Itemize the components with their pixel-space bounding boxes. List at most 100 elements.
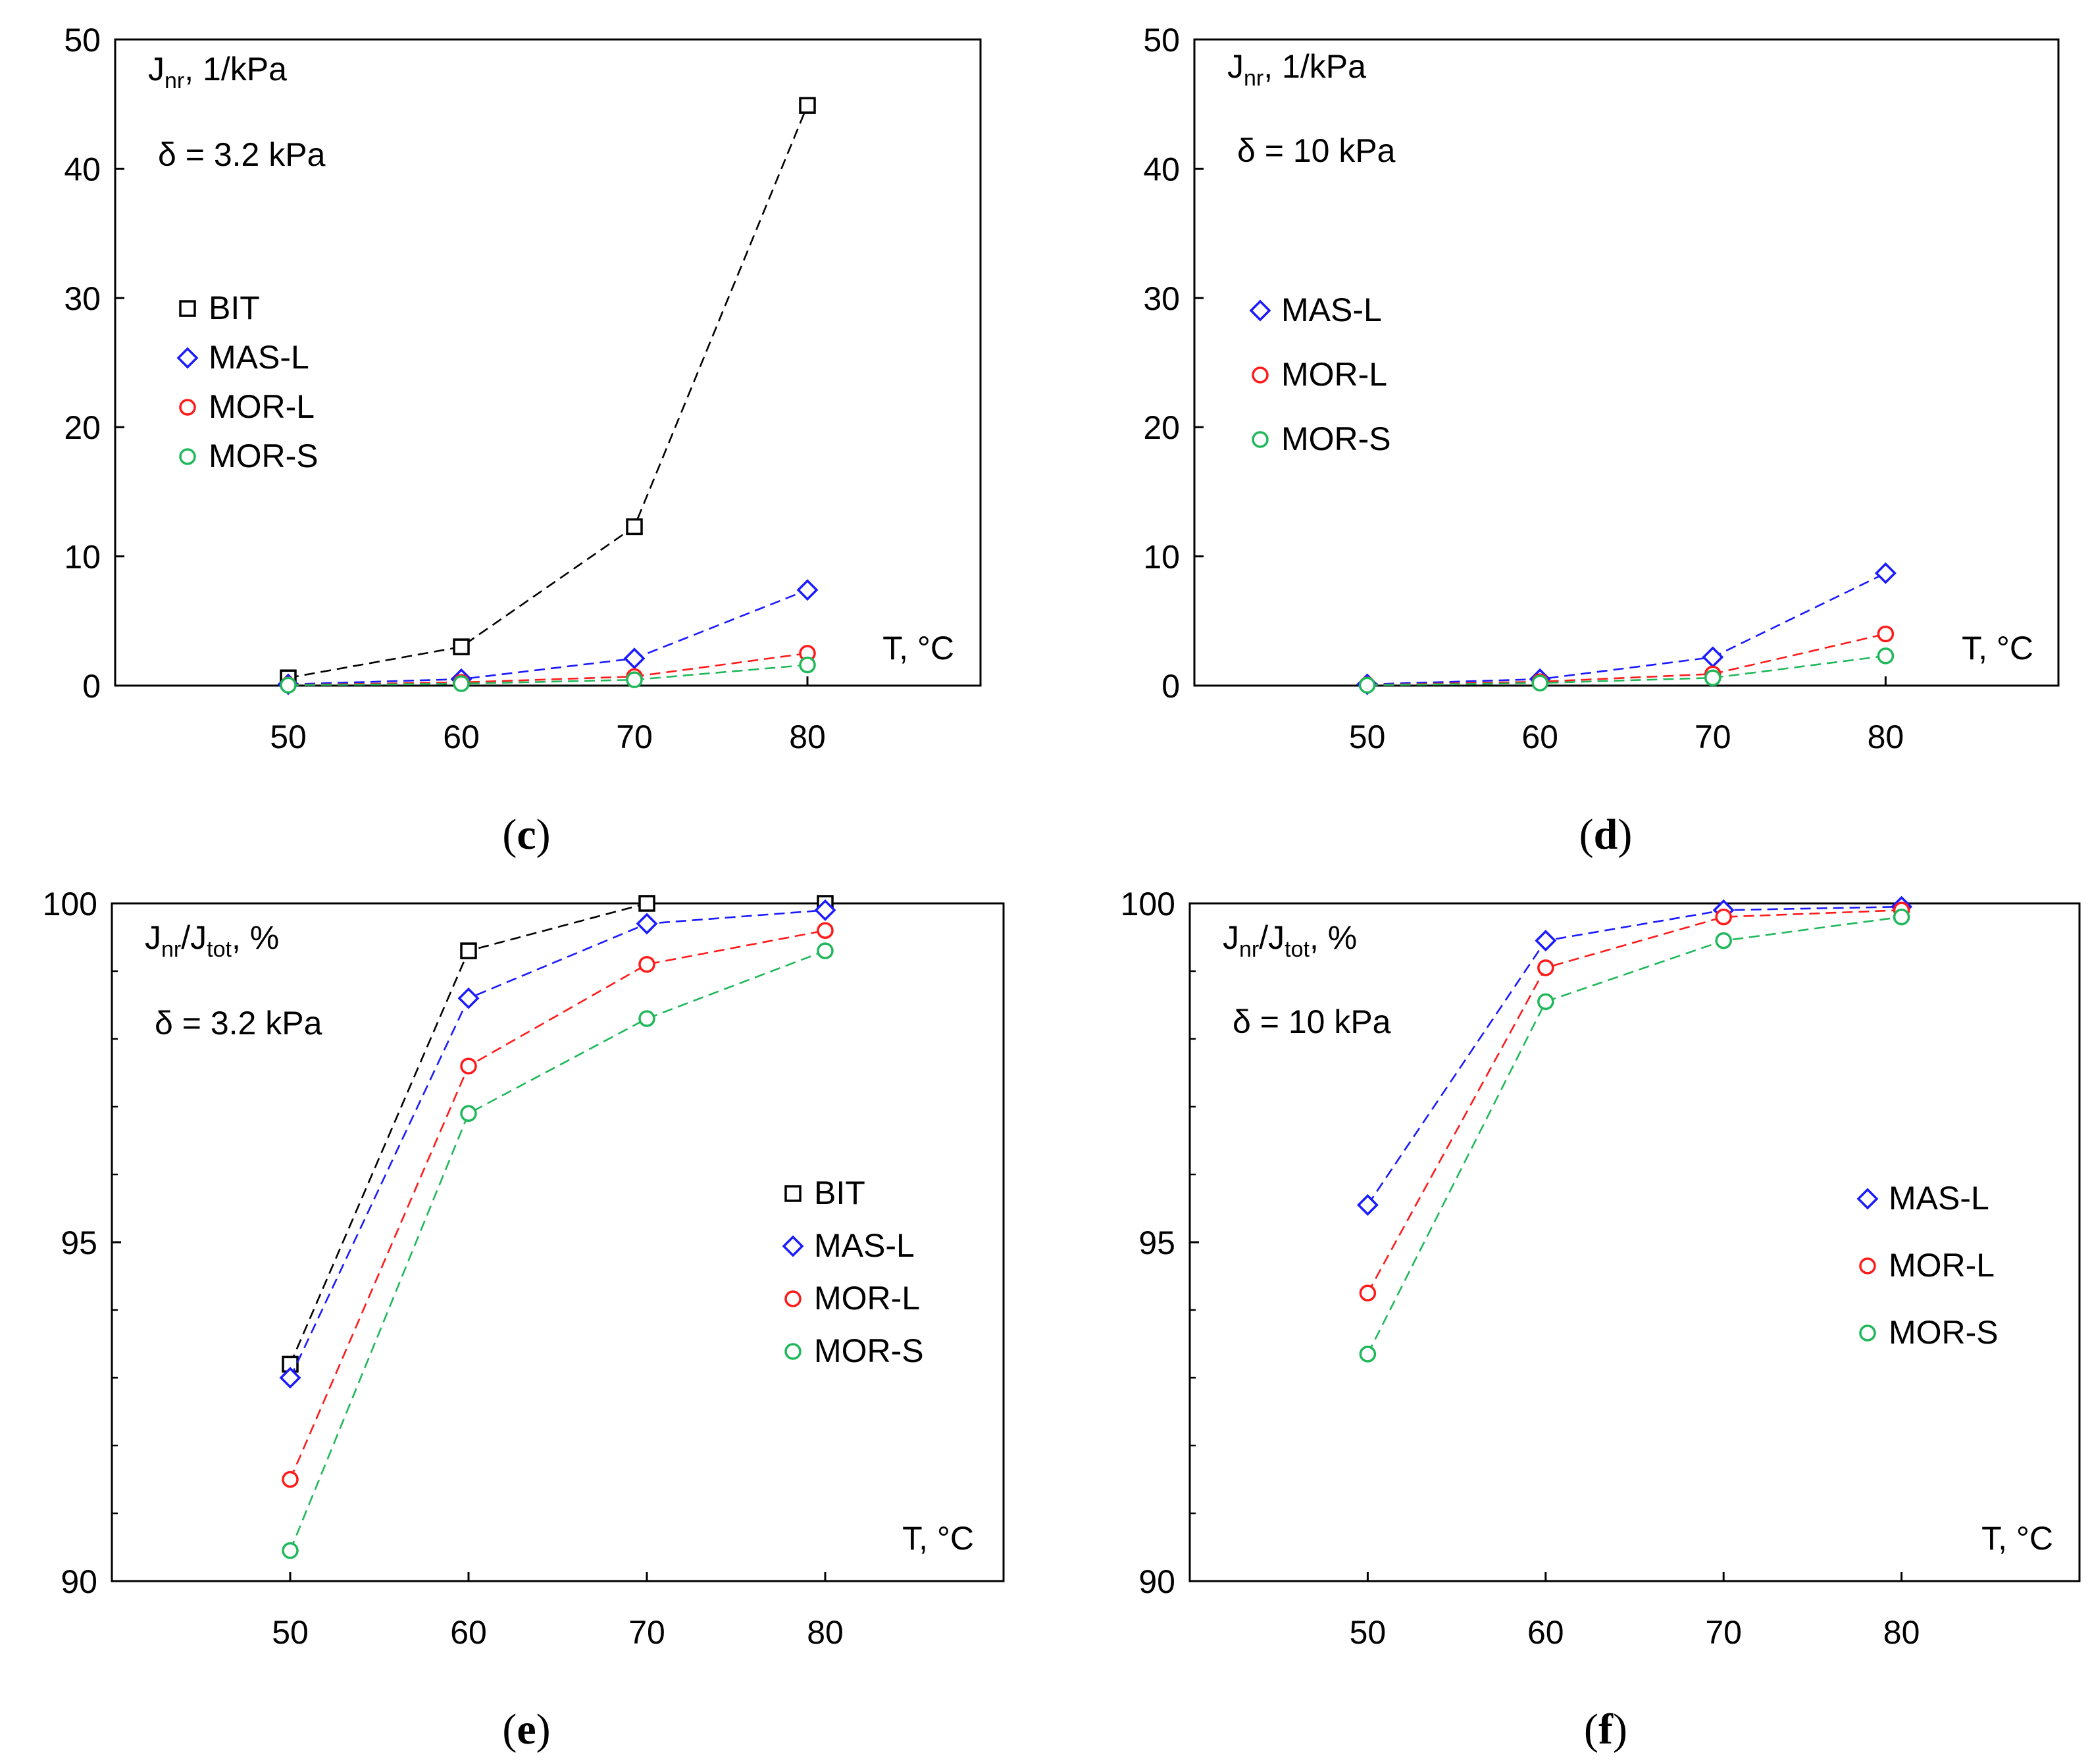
series-line-mas-l (288, 589, 808, 686)
data-point-mor-s (1893, 908, 1910, 926)
data-point-mor-s (799, 656, 816, 674)
panel-d: 0 10 20 30 40 50 50 60 70 80 Jnr, 1/kPa δ = 10 kPa T… (1143, 22, 2060, 859)
x-tick-label: 60 (1527, 1614, 1564, 1651)
stress-label: δ = 3.2 kPa (155, 1005, 322, 1042)
series-line-mas-l (1367, 572, 1886, 686)
y-tick-label: 0 (1161, 668, 1180, 705)
series-line-bit (289, 902, 825, 1365)
data-point-mor-s (626, 671, 643, 688)
data-point-mor-s (1715, 932, 1732, 949)
y-tick-label: 90 (1138, 1563, 1175, 1600)
data-point-mas-l (623, 647, 646, 670)
legend-label-mor-l: MOR-L (1281, 356, 1387, 393)
series-line-mor-l (288, 652, 808, 686)
y-tick-label: 0 (82, 668, 101, 705)
data-point-mor-l (1359, 1284, 1377, 1301)
x-tick-label: 80 (789, 718, 826, 755)
data-point-mas-l (1535, 930, 1557, 952)
y-tick-label: 50 (64, 22, 101, 59)
legend-label-mor-s: MOR-S (1889, 1314, 1999, 1351)
legend-label-mas-l: MAS-L (209, 339, 309, 376)
y-tick-label: 30 (64, 280, 101, 317)
data-point-mor-s (280, 676, 297, 694)
y-tick-label: 20 (64, 409, 101, 446)
data-point-mor-s (460, 1105, 477, 1122)
legend-marker-mor-s (179, 448, 196, 465)
x-tick-label: 80 (807, 1614, 844, 1651)
legend-marker-mor-s (1859, 1324, 1876, 1342)
legend-marker-mas-l (1856, 1188, 1879, 1210)
y-tick-label: 95 (1138, 1224, 1175, 1261)
legend-marker-bit (179, 300, 196, 317)
legend-marker-mor-s (1252, 431, 1269, 448)
x-tick-label: 60 (450, 1614, 487, 1651)
x-tick-label: 70 (616, 718, 653, 755)
x-tick-label: 50 (1350, 1614, 1387, 1651)
legend-marker-mor-l (1252, 366, 1269, 384)
legend-marker-mas-l (1249, 299, 1271, 322)
series-line-mas-l (289, 909, 826, 1378)
legend-label-mor-l: MOR-L (814, 1280, 920, 1317)
legend: MAS-L MOR-L MOR-S (1856, 1180, 1999, 1351)
y-axis-label: Jnr, 1/kPa (1227, 48, 1366, 91)
data-point-bit (626, 518, 643, 536)
legend-marker-mor-s (784, 1343, 802, 1360)
x-tick-label: 80 (1868, 718, 1904, 755)
legend-label-mor-s: MOR-S (1281, 420, 1391, 457)
legend-marker-mor-l (1859, 1257, 1876, 1274)
y-tick-label: 20 (1143, 409, 1180, 446)
series-line-mor-l (289, 929, 826, 1480)
legend-label-mor-l: MOR-L (1889, 1247, 1995, 1284)
data-point-mor-l (1877, 625, 1895, 643)
data-point-mor-l (817, 922, 834, 939)
data-point-mor-s (1877, 647, 1895, 665)
x-tick-label: 50 (270, 718, 307, 755)
x-tick-label: 60 (443, 718, 480, 755)
data-point-mas-l (1702, 646, 1724, 668)
y-tick-label: 30 (1143, 280, 1180, 317)
data-point-mor-l (282, 1471, 299, 1488)
y-tick-label: 50 (1143, 22, 1180, 59)
data-point-mor-s (638, 1010, 655, 1027)
data-point-mor-s (1537, 993, 1554, 1011)
series-line-mor-s (1367, 655, 1886, 686)
y-tick-label: 40 (1143, 151, 1180, 188)
data-point-bit (799, 97, 816, 114)
data-point-mor-s (817, 942, 834, 959)
legend-label-mor-s: MOR-S (209, 438, 319, 474)
data-point-mor-s (453, 675, 470, 692)
legend-marker-mor-l (784, 1290, 802, 1307)
data-point-mas-l (636, 913, 658, 935)
panel-caption: (f) (1584, 1705, 1627, 1753)
data-point-mor-l (460, 1057, 477, 1074)
legend-label-mas-l: MAS-L (814, 1227, 915, 1264)
panel-c: 0 10 20 30 40 50 50 60 70 80 Jnr, 1/kPa δ = 3.2 kPa… (64, 22, 982, 859)
data-point-mor-s (1359, 1346, 1377, 1363)
y-tick-label: 10 (64, 539, 101, 576)
x-tick-label: 60 (1521, 718, 1558, 755)
legend-label-mor-s: MOR-S (814, 1332, 924, 1369)
data-point-mor-s (1358, 676, 1376, 694)
y-axis-label: Jnr/Jtot, % (145, 919, 279, 962)
x-axis-label: T, °C (902, 1520, 974, 1557)
legend-label-mas-l: MAS-L (1889, 1180, 1989, 1217)
plot-frame (114, 38, 982, 687)
legend-marker-mas-l (176, 347, 199, 369)
data-point-mor-s (1704, 669, 1721, 686)
y-axis-label: Jnr, 1/kPa (148, 51, 287, 93)
panel-e: 90 95 100 50 60 70 80 Jnr/Jtot, % δ = 3.2 kPa T, … (43, 886, 1005, 1753)
x-axis-label: T, °C (1981, 1520, 2053, 1557)
series-line-mor-l (1367, 909, 1902, 1294)
data-point-mor-s (1531, 674, 1548, 692)
series-line-mor-s (288, 664, 808, 686)
legend-marker-mas-l (782, 1235, 804, 1257)
legend-label-bit: BIT (209, 290, 260, 326)
y-tick-label: 40 (64, 151, 101, 188)
legend-label-mor-l: MOR-L (209, 388, 315, 425)
legend-marker-mor-l (179, 399, 196, 416)
data-point-mor-s (282, 1542, 299, 1559)
series-line-bit (288, 105, 809, 679)
panel-caption: (e) (502, 1705, 550, 1753)
legend: BIT MAS-L MOR-L MOR-S (782, 1174, 924, 1369)
